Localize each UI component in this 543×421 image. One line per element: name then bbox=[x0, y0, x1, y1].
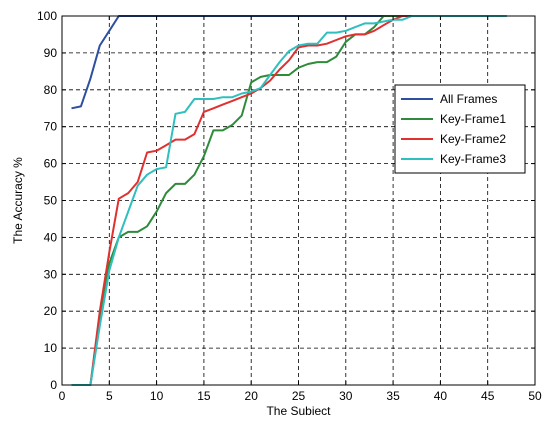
x-axis-title: The Subiect bbox=[266, 404, 331, 418]
x-tick-label: 15 bbox=[197, 389, 211, 403]
y-tick-label: 90 bbox=[44, 46, 58, 60]
x-tick-label: 30 bbox=[339, 389, 353, 403]
axis-ticks bbox=[61, 15, 536, 386]
y-axis-title: The Accuracy % bbox=[11, 157, 25, 244]
x-tick-label: 10 bbox=[150, 389, 164, 403]
y-tick-label: 100 bbox=[37, 9, 57, 23]
x-tick-label: 20 bbox=[245, 389, 259, 403]
x-tick-label: 50 bbox=[528, 389, 542, 403]
y-tick-label: 20 bbox=[44, 304, 58, 318]
grid bbox=[62, 16, 535, 385]
tick-labels: 0 5 10 15 20 25 30 35 40 45 50 0 10 20 30 40 50 60 70 80 90 1… bbox=[37, 9, 542, 403]
series-line-key-frame3 bbox=[71, 15, 507, 386]
y-tick-label: 80 bbox=[44, 83, 58, 97]
legend-label: Key-Frame3 bbox=[440, 152, 506, 166]
y-tick-label: 0 bbox=[50, 378, 57, 392]
y-tick-label: 40 bbox=[44, 230, 58, 244]
y-tick-label: 50 bbox=[44, 194, 58, 208]
y-tick-label: 60 bbox=[44, 157, 58, 171]
x-tick-label: 5 bbox=[106, 389, 113, 403]
legend-label: Key-Frame2 bbox=[440, 132, 506, 146]
legend-label: Key-Frame1 bbox=[440, 112, 506, 126]
x-tick-label: 40 bbox=[434, 389, 448, 403]
y-tick-label: 10 bbox=[44, 341, 58, 355]
x-tick-label: 25 bbox=[292, 389, 306, 403]
y-tick-label: 70 bbox=[44, 120, 58, 134]
legend: All Frames Key-Frame1 Key-Frame2 Key-Frame3 bbox=[394, 84, 526, 174]
x-tick-label: 45 bbox=[481, 389, 495, 403]
x-tick-label: 35 bbox=[386, 389, 400, 403]
y-tick-label: 30 bbox=[44, 267, 58, 281]
legend-label: All Frames bbox=[440, 92, 497, 106]
x-tick-label: 0 bbox=[59, 389, 66, 403]
